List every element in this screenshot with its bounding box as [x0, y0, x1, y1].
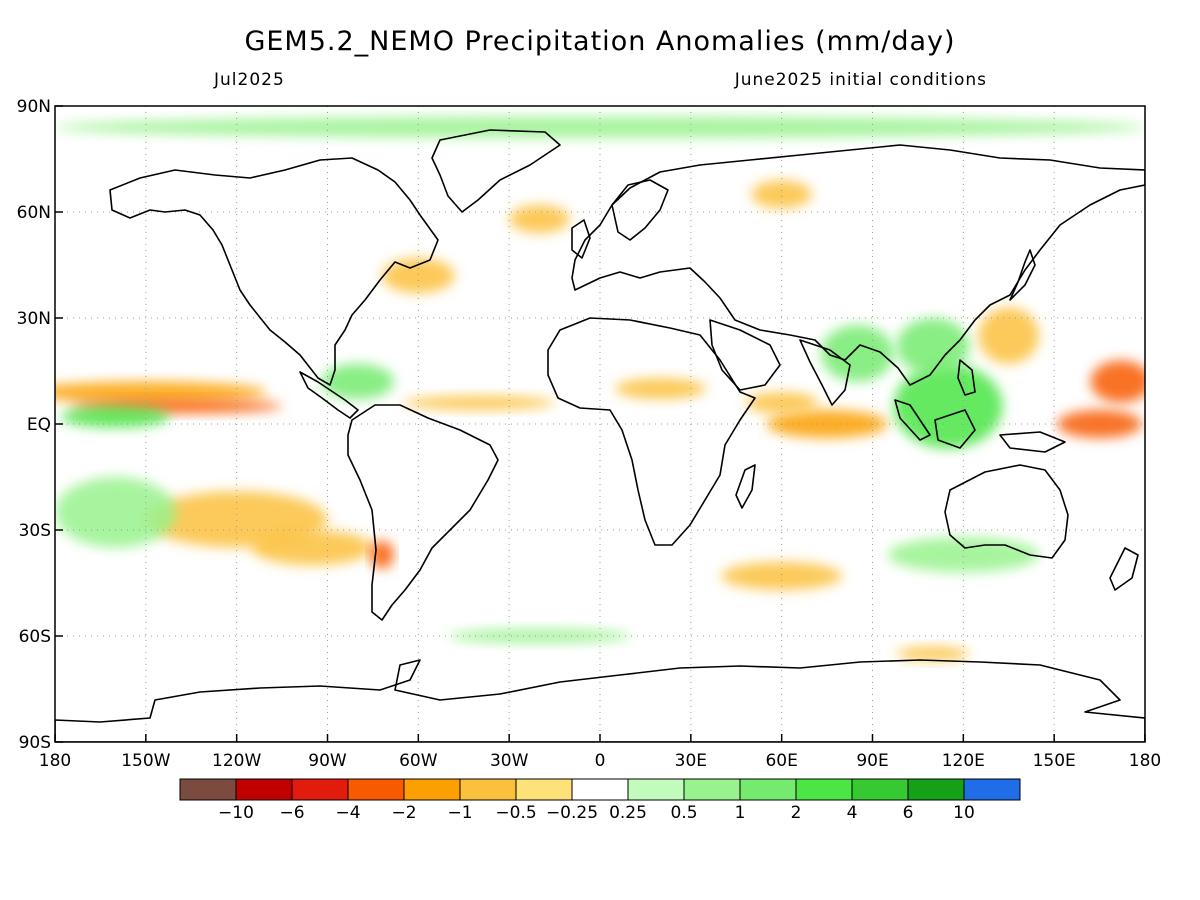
coastline-india — [799, 339, 851, 406]
longitude-tick-label: 90E — [856, 751, 888, 771]
anomaly-region — [55, 381, 267, 403]
colorbar-swatch — [347, 778, 405, 801]
latitude-tick-label: 60S — [19, 627, 51, 647]
latitude-tick-label: 60N — [17, 203, 51, 223]
coastline-philippines — [957, 359, 976, 396]
colorbar-swatch — [795, 778, 853, 801]
latitude-tick-label: 30N — [17, 309, 51, 329]
longitude-tick-label: 90W — [308, 751, 347, 771]
coastline-central-america — [299, 371, 359, 419]
latitude-tick-label: 90S — [19, 733, 51, 753]
coastline-antarctica — [55, 659, 1145, 742]
longitude-tick-label: 0 — [595, 751, 606, 771]
anomaly-region — [382, 257, 455, 294]
colorbar-swatch — [291, 778, 349, 801]
colorbar-label: 1 — [735, 803, 746, 823]
anomaly-region — [61, 406, 171, 428]
longitude-tick-label: 30E — [675, 751, 707, 771]
coastline-borneo — [934, 409, 976, 449]
anomaly-region — [251, 530, 373, 566]
anomaly-region — [721, 561, 843, 591]
colorbar-swatch — [627, 778, 685, 801]
anomaly-region — [887, 537, 1040, 573]
anomaly-region — [55, 116, 1145, 138]
chart-title: GEM5.2_NEMO Precipitation Anomalies (mm/… — [244, 26, 956, 57]
longitude-axis: 180 150W 120W 90W 60W 30W 0 30E 60E 90E 120E 150E 18… — [39, 734, 1161, 771]
coastline-north-america — [109, 157, 439, 386]
colorbar-label: −0.25 — [546, 803, 598, 823]
graticule — [55, 106, 1145, 742]
latitude-axis: 90N 60N 30N EQ 30S 60S 90S — [17, 97, 63, 753]
colorbar: −10 −6 −4 −2 −1 −0.5 −0.25 0.25 0.5 1 2 4 6 10 — [179, 778, 1021, 823]
colorbar-swatch — [179, 778, 237, 801]
colorbar-swatch — [963, 778, 1021, 801]
anomaly-region — [766, 409, 888, 439]
anomaly-region — [751, 180, 812, 209]
anomaly-region — [745, 392, 819, 414]
coastline-africa — [547, 317, 756, 546]
colorbar-swatch — [403, 778, 461, 801]
colorbar-label: 4 — [847, 803, 858, 823]
colorbar-swatch — [739, 778, 797, 801]
coastline-madagascar — [735, 464, 756, 509]
anomaly-region — [821, 325, 894, 382]
longitude-tick-label: 30W — [490, 751, 529, 771]
longitude-tick-label: 150E — [1033, 751, 1076, 771]
longitude-tick-label: 150W — [121, 751, 170, 771]
anomaly-region — [403, 395, 555, 410]
colorbar-label: 2 — [791, 803, 802, 823]
initial-conditions: June2025 initial conditions — [734, 70, 987, 90]
coastline-uk — [571, 219, 591, 259]
coastline-scandinavia — [611, 179, 669, 241]
longitude-tick-label: 120W — [212, 751, 261, 771]
colorbar-label: −2 — [391, 803, 416, 823]
anomaly-region — [55, 476, 177, 548]
coastline-new-guinea — [999, 431, 1066, 453]
colorbar-label: −0.5 — [495, 803, 536, 823]
latitude-tick-label: 30S — [19, 521, 51, 541]
anomaly-region — [509, 204, 570, 234]
longitude-tick-label: 180 — [39, 751, 71, 771]
coastline-australia — [944, 464, 1069, 559]
anomaly-region — [321, 363, 395, 400]
colorbar-swatch — [459, 778, 517, 801]
anomaly-region — [615, 378, 706, 400]
latitude-tick-label: EQ — [27, 415, 51, 435]
colorbar-label: 6 — [903, 803, 914, 823]
colorbar-swatch — [683, 778, 741, 801]
colorbar-label: −10 — [218, 803, 254, 823]
longitude-tick-label: 180 — [1129, 751, 1161, 771]
coastline-greenland — [431, 129, 561, 213]
colorbar-label: −4 — [335, 803, 360, 823]
coastline-new-zealand — [1109, 547, 1139, 591]
anomaly-region — [1090, 360, 1145, 403]
coastline-sumatra — [894, 399, 931, 441]
forecast-month: Jul2025 — [214, 70, 285, 90]
colorbar-swatch — [851, 778, 909, 801]
colorbar-label: 0.5 — [670, 803, 697, 823]
colorbar-swatch — [907, 778, 965, 801]
colorbar-swatch — [515, 778, 573, 801]
coastlines — [55, 129, 1145, 742]
longitude-tick-label: 60W — [399, 751, 438, 771]
colorbar-label: 10 — [953, 803, 975, 823]
colorbar-label: −1 — [447, 803, 472, 823]
coastline-south-america — [347, 404, 499, 621]
anomaly-region — [896, 318, 970, 375]
longitude-tick-label: 120E — [942, 751, 985, 771]
anomaly-region — [893, 363, 1003, 449]
anomaly-region — [978, 307, 1040, 364]
colorbar-label: 0.25 — [609, 803, 647, 823]
latitude-tick-label: 90N — [17, 97, 51, 117]
colorbar-swatch — [235, 778, 293, 801]
anomaly-region — [369, 540, 395, 569]
anomaly-region — [448, 628, 631, 644]
colorbar-label: −6 — [279, 803, 304, 823]
coastline-japan — [1009, 249, 1036, 301]
anomaly-region — [896, 646, 970, 661]
colorbar-swatch — [571, 778, 629, 801]
longitude-tick-label: 60E — [765, 751, 797, 771]
